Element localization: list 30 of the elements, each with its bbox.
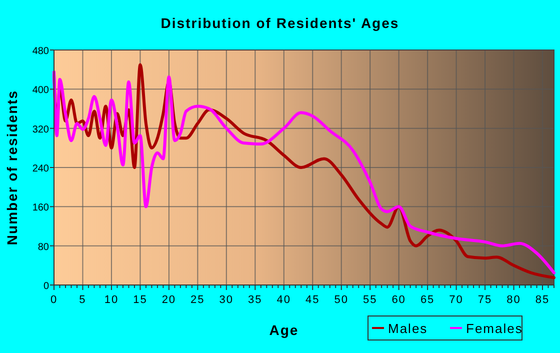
- y-tick-label: 480: [32, 46, 50, 57]
- x-tick-label: 20: [162, 294, 176, 306]
- y-axis-title: Number of residents: [4, 90, 20, 246]
- x-tick-label: 55: [362, 294, 378, 306]
- x-tick-label: 30: [219, 294, 234, 306]
- x-tick-label: 15: [133, 294, 148, 306]
- y-tick-label: 240: [32, 164, 50, 174]
- legend-label: Males: [388, 321, 428, 336]
- x-tick-label: 25: [190, 294, 205, 306]
- chart-title: Distribution of Residents' Ages: [160, 15, 400, 31]
- x-tick-label: 40: [276, 294, 292, 306]
- x-tick-label: 85: [535, 294, 550, 306]
- legend-label: Females: [466, 321, 523, 336]
- x-tick-label: 10: [104, 294, 119, 306]
- x-tick-label: 75: [478, 294, 492, 306]
- x-tick-label: 60: [392, 294, 406, 306]
- x-tick-label: 70: [449, 294, 464, 306]
- y-tick-label: 0: [43, 281, 50, 292]
- x-tick-label: 80: [506, 294, 521, 306]
- y-tick-label: 160: [32, 202, 50, 214]
- x-tick-label: 0: [50, 294, 58, 306]
- x-tick-label: 45: [305, 294, 320, 306]
- x-tick-label: 65: [420, 294, 435, 306]
- x-tick-label: 50: [334, 294, 348, 306]
- y-tick-label: 400: [32, 85, 50, 96]
- y-tick-label: 80: [38, 242, 50, 253]
- x-axis-title: Age: [269, 322, 299, 338]
- y-tick-label: 320: [32, 124, 50, 136]
- x-tick-label: 35: [248, 294, 262, 306]
- x-tick-label: 5: [79, 294, 86, 306]
